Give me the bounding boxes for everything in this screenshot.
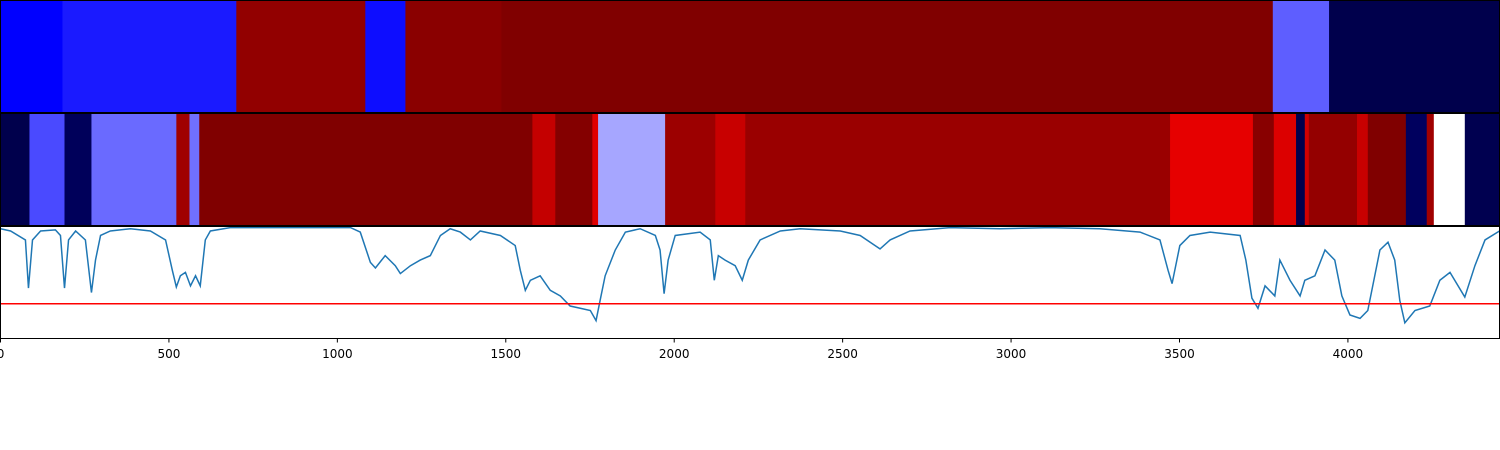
- strip-band: [0, 113, 30, 226]
- strip-band: [1272, 0, 1330, 113]
- x-tick-label: 500: [157, 347, 180, 361]
- strip-band: [1296, 113, 1306, 226]
- x-tick-label: 0: [0, 347, 4, 361]
- strip-band: [405, 0, 502, 113]
- strip-band: [665, 113, 716, 226]
- x-tick-label: 2000: [659, 347, 690, 361]
- strip-band: [1304, 113, 1310, 226]
- strip-band: [1357, 113, 1369, 226]
- strip-band: [236, 0, 366, 113]
- strip-band: [1308, 113, 1358, 226]
- strip-band: [64, 113, 92, 226]
- x-tick-label: 3000: [996, 347, 1027, 361]
- strip-band: [62, 0, 237, 113]
- strip-band: [1329, 0, 1500, 113]
- strip-band: [1405, 113, 1428, 226]
- strip-band: [501, 0, 1274, 113]
- strip-band: [745, 113, 1171, 226]
- x-tick-label: 1000: [322, 347, 353, 361]
- strip-band: [715, 113, 746, 226]
- strip-band: [1170, 113, 1254, 226]
- x-tick-label: 3500: [1164, 347, 1195, 361]
- strip-band: [1252, 113, 1275, 226]
- strip-band: [0, 0, 63, 113]
- x-tick-label: 1500: [491, 347, 522, 361]
- plot-frame: [0, 226, 1500, 339]
- strip-band: [1367, 113, 1407, 226]
- strip-band: [199, 113, 533, 226]
- strip-band: [29, 113, 66, 226]
- strip-band: [1464, 113, 1500, 226]
- strip-band: [176, 113, 190, 226]
- strip-band: [365, 0, 406, 113]
- x-tick-label: 4000: [1333, 347, 1364, 361]
- strip-band: [1273, 113, 1297, 226]
- strip-band: [532, 113, 556, 226]
- strip-band: [592, 113, 599, 226]
- strip-band: [91, 113, 177, 226]
- strip-band: [555, 113, 593, 226]
- strip-band: [1426, 113, 1435, 226]
- strip-band: [1433, 113, 1466, 226]
- strip-band: [598, 113, 666, 226]
- data-line: [0, 226, 1500, 325]
- strip-band: [189, 113, 200, 226]
- x-tick-label: 2500: [827, 347, 858, 361]
